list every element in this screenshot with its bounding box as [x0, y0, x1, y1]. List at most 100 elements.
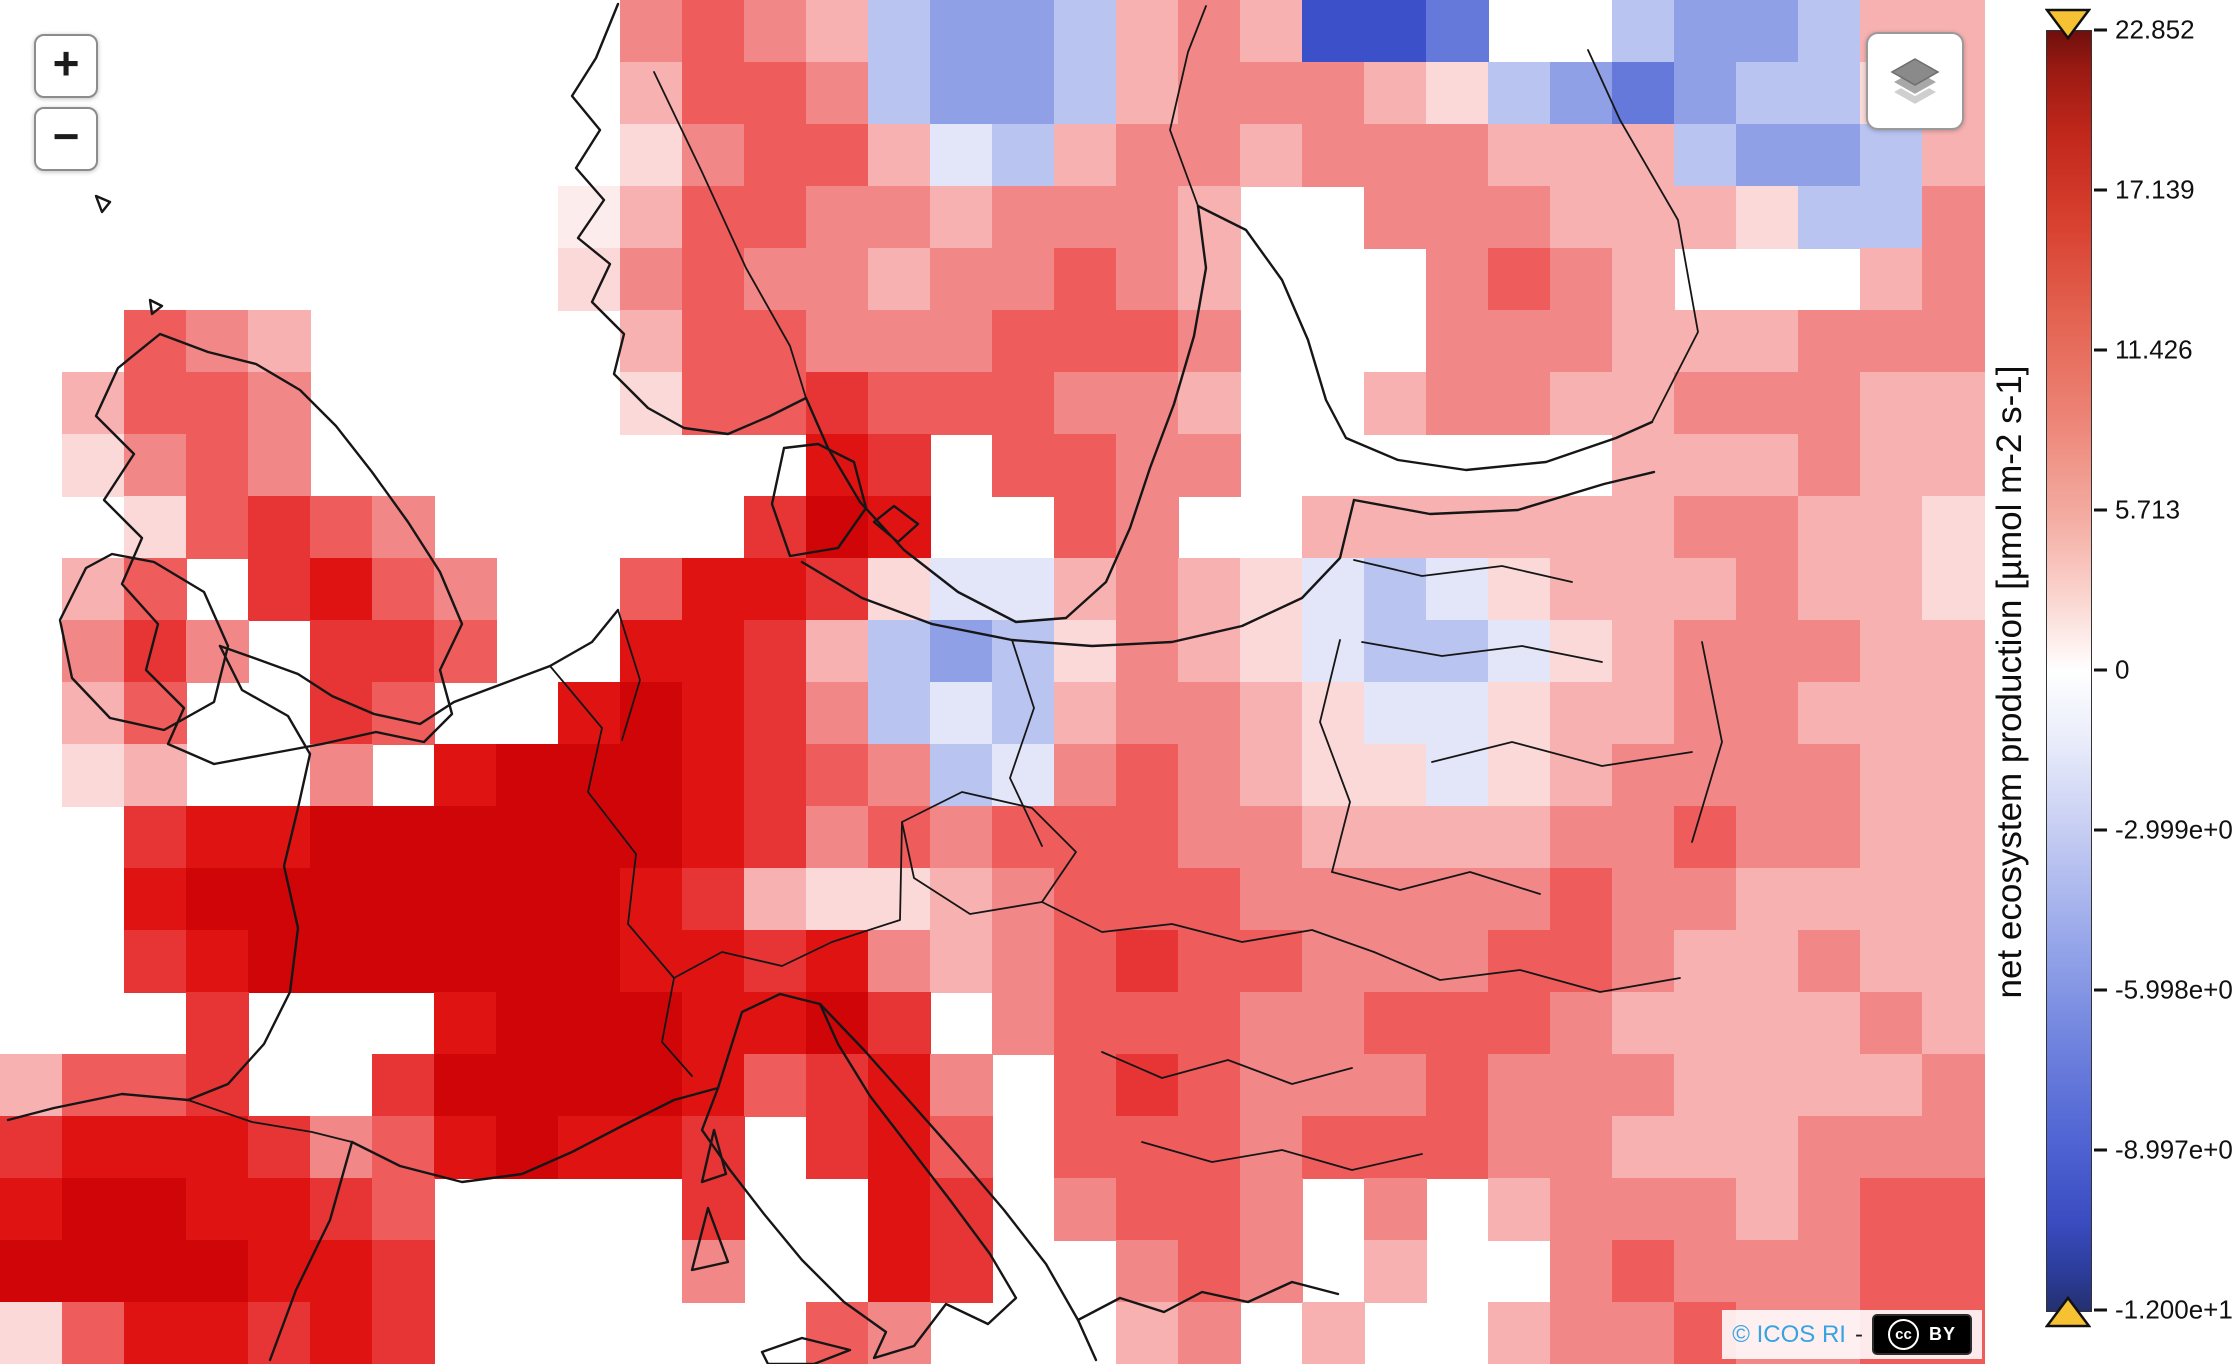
raster-cell	[1860, 868, 1923, 931]
raster-cell	[62, 1054, 125, 1117]
raster-cell	[1488, 310, 1551, 373]
zoom-out-button[interactable]: −	[34, 107, 98, 171]
raster-cell	[124, 930, 187, 993]
raster-cell	[806, 930, 869, 993]
raster-cell	[806, 124, 869, 187]
raster-cell	[1178, 558, 1241, 621]
raster-cell	[62, 744, 125, 807]
raster-cell	[558, 682, 621, 745]
raster-cell	[310, 1302, 373, 1364]
raster-cell	[992, 124, 1055, 187]
raster-cell	[868, 1302, 931, 1364]
raster-cell	[1426, 186, 1489, 249]
raster-cell	[434, 868, 497, 931]
raster-cell	[1550, 248, 1613, 311]
raster-cell	[124, 1178, 187, 1241]
raster-cell	[372, 1302, 435, 1364]
raster-cell	[1674, 124, 1737, 187]
raster-cell	[930, 806, 993, 869]
raster-cell	[1116, 186, 1179, 249]
raster-cell	[186, 868, 249, 931]
map-canvas[interactable]: + − © ICOS RI - cc BY	[0, 0, 1988, 1364]
raster-cell	[930, 1116, 993, 1179]
raster-cell	[372, 1240, 435, 1303]
raster-cell	[682, 1054, 745, 1117]
tick-label: -8.997e+0	[2115, 1134, 2233, 1165]
raster-cell	[1488, 124, 1551, 187]
tick-mark	[2094, 1308, 2107, 1312]
raster-cell	[1922, 1178, 1985, 1241]
colorbar-tick: -1.200e+1	[2094, 1295, 2233, 1326]
tick-mark	[2094, 988, 2107, 992]
raster-cell	[744, 310, 807, 373]
raster-cell	[186, 930, 249, 993]
raster-cell	[806, 1116, 869, 1179]
raster-cell	[1178, 0, 1241, 63]
raster-cell	[434, 744, 497, 807]
raster-cell	[1798, 1178, 1861, 1241]
raster-cell	[248, 1178, 311, 1241]
raster-cell	[620, 868, 683, 931]
raster-cell	[1426, 620, 1489, 683]
raster-cell	[1426, 1116, 1489, 1179]
raster-cell	[1612, 1302, 1675, 1364]
raster-cell	[1240, 744, 1303, 807]
raster-cell	[496, 1054, 559, 1117]
raster-cell	[248, 1240, 311, 1303]
raster-cell	[1364, 1178, 1427, 1241]
raster-cell	[1922, 992, 1985, 1055]
raster-cell	[868, 930, 931, 993]
layers-control-button[interactable]	[1866, 32, 1964, 130]
raster-cell	[620, 372, 683, 435]
raster-cell	[744, 186, 807, 249]
raster-cell	[1736, 930, 1799, 993]
raster-cell	[1674, 496, 1737, 559]
raster-cell	[1922, 124, 1985, 187]
raster-cell	[310, 1240, 373, 1303]
raster-cell	[310, 806, 373, 869]
raster-cell	[620, 806, 683, 869]
raster-cell	[1178, 744, 1241, 807]
raster-cell	[0, 1116, 63, 1179]
raster-cell	[1116, 1116, 1179, 1179]
raster-cell	[1116, 124, 1179, 187]
raster-cell	[1922, 744, 1985, 807]
icos-ri-link[interactable]: © ICOS RI	[1732, 1320, 1846, 1348]
raster-cell	[1426, 62, 1489, 125]
raster-cell	[620, 682, 683, 745]
zoom-in-button[interactable]: +	[34, 34, 98, 98]
under-range-marker	[2045, 1296, 2091, 1328]
raster-cell	[868, 1240, 931, 1303]
raster-cell	[310, 620, 373, 683]
raster-cell	[806, 62, 869, 125]
raster-cell	[1178, 434, 1241, 497]
raster-cell	[744, 930, 807, 993]
raster-cell	[1674, 186, 1737, 249]
raster-cell	[248, 1116, 311, 1179]
raster-cell	[1054, 1054, 1117, 1117]
raster-cell	[992, 248, 1055, 311]
raster-cell	[372, 868, 435, 931]
raster-cell	[1736, 744, 1799, 807]
raster-cell	[1178, 930, 1241, 993]
raster-cell	[1612, 682, 1675, 745]
raster-cell	[310, 930, 373, 993]
raster-cell	[62, 1302, 125, 1364]
cc-by-badge[interactable]: cc BY	[1871, 1314, 1972, 1355]
raster-cell	[806, 992, 869, 1055]
raster-cell	[1054, 744, 1117, 807]
raster-cell	[1488, 682, 1551, 745]
raster-cell	[1302, 806, 1365, 869]
raster-cell	[1550, 806, 1613, 869]
raster-cell	[1736, 124, 1799, 187]
raster-cell	[868, 496, 931, 559]
raster-cell	[434, 620, 497, 683]
raster-cell	[620, 930, 683, 993]
raster-cell	[1922, 1054, 1985, 1117]
raster-cell	[1364, 682, 1427, 745]
raster-cell	[992, 930, 1055, 993]
raster-cell	[62, 682, 125, 745]
raster-cell	[62, 1240, 125, 1303]
raster-cell	[682, 372, 745, 435]
raster-cell	[248, 806, 311, 869]
